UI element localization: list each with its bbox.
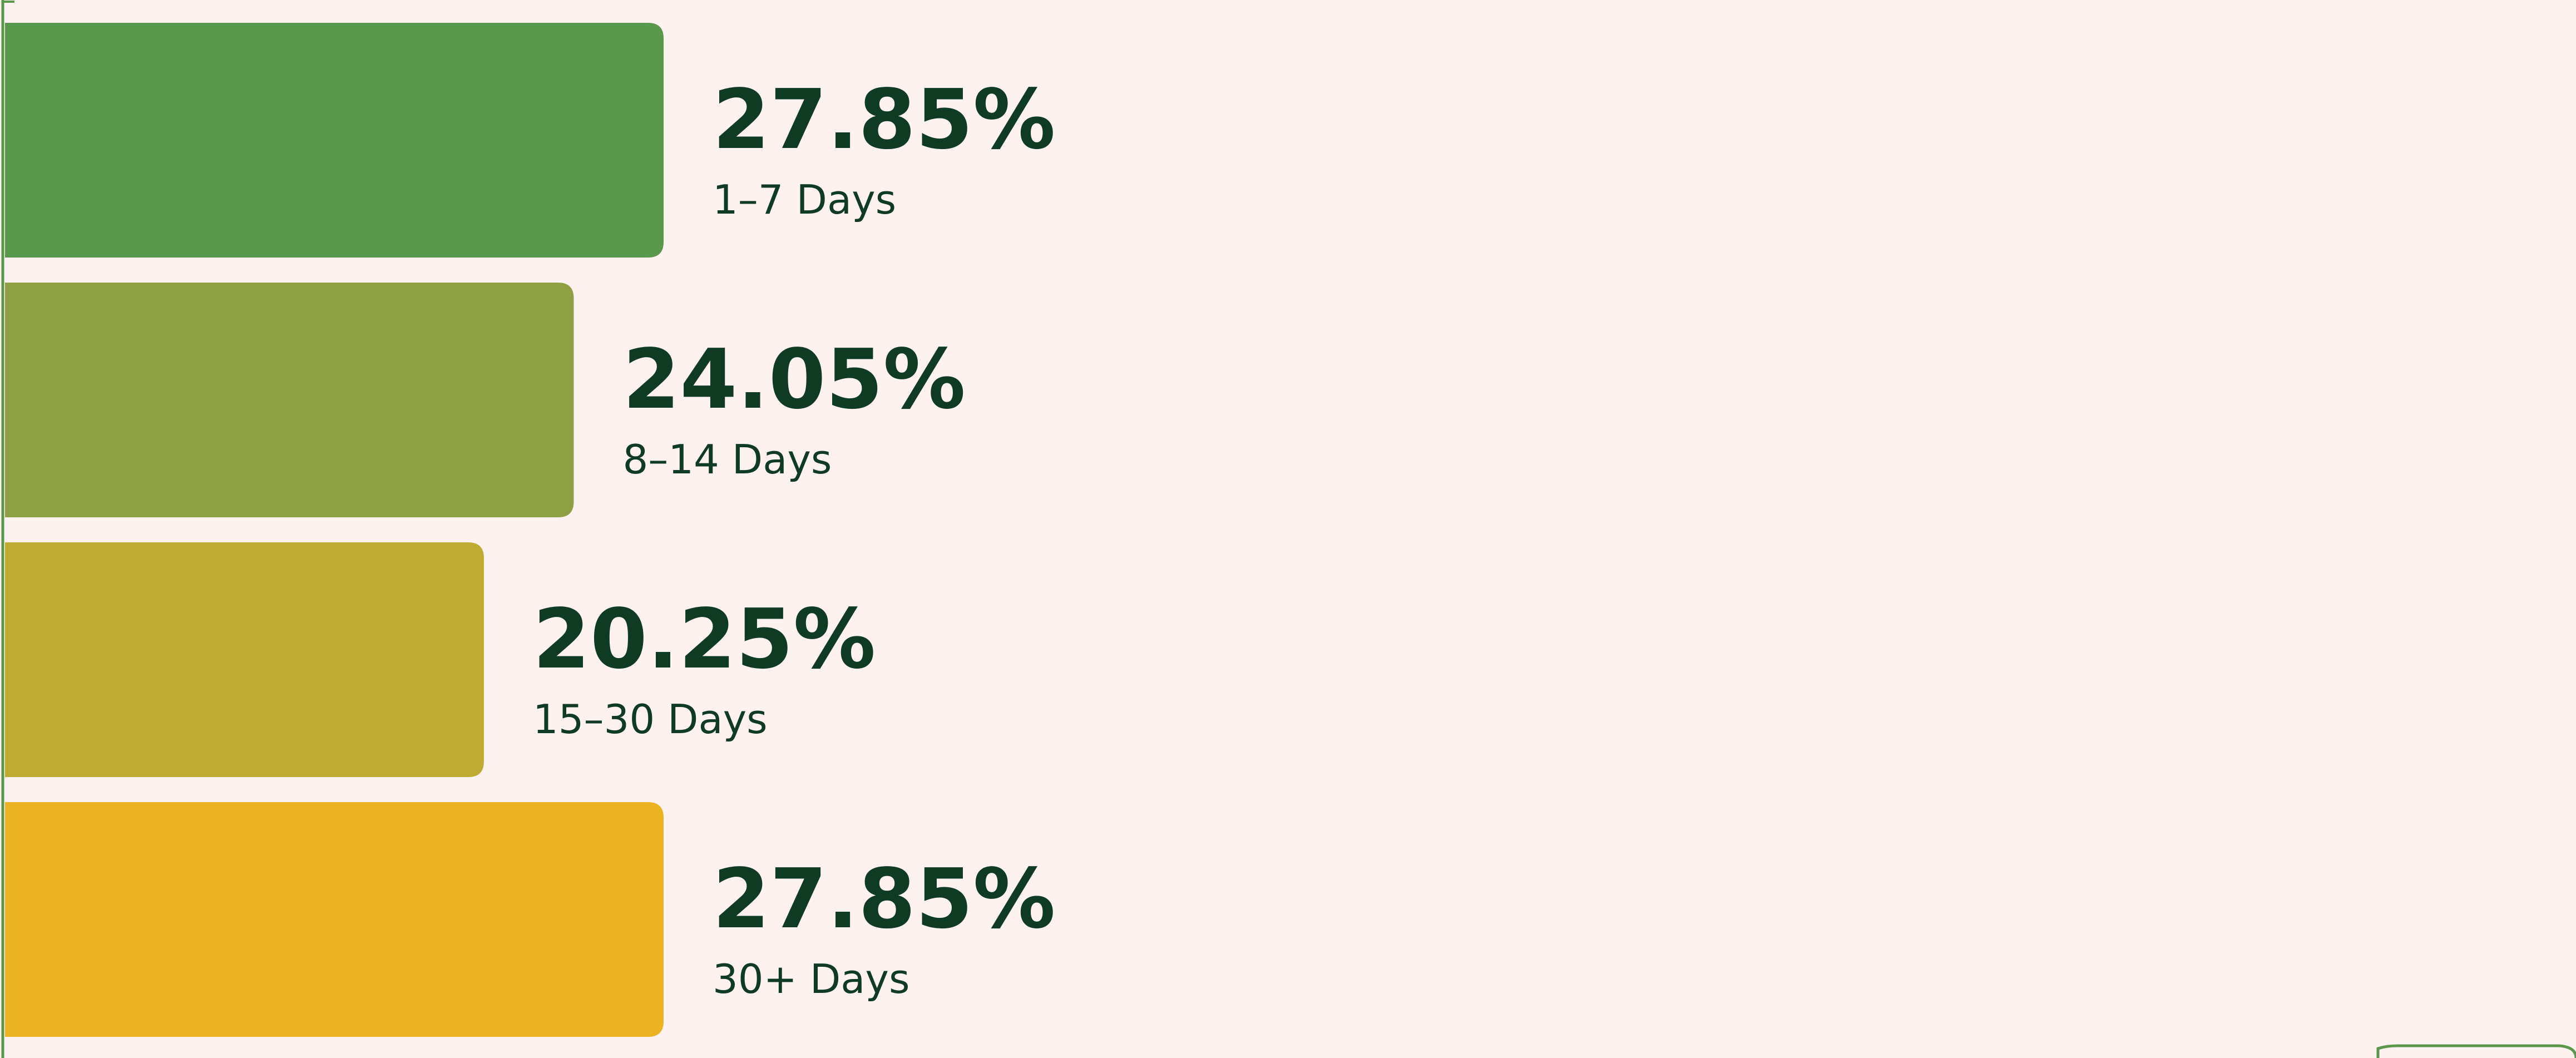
- value-label: 27.85%: [713, 851, 1055, 947]
- category-label: 15–30 Days: [533, 696, 768, 743]
- bar: [5, 802, 664, 1037]
- bar: [5, 542, 484, 777]
- decoration: [2376, 1044, 2576, 1058]
- value-label: 27.85%: [713, 72, 1055, 167]
- value-label: 20.25%: [533, 591, 876, 687]
- bar: [5, 23, 664, 258]
- category-label: 8–14 Days: [622, 436, 832, 483]
- category-label: 1–7 Days: [713, 176, 896, 223]
- category-label: 30+ Days: [713, 956, 910, 1002]
- bar: [5, 283, 574, 517]
- value-label: 24.05%: [622, 332, 965, 427]
